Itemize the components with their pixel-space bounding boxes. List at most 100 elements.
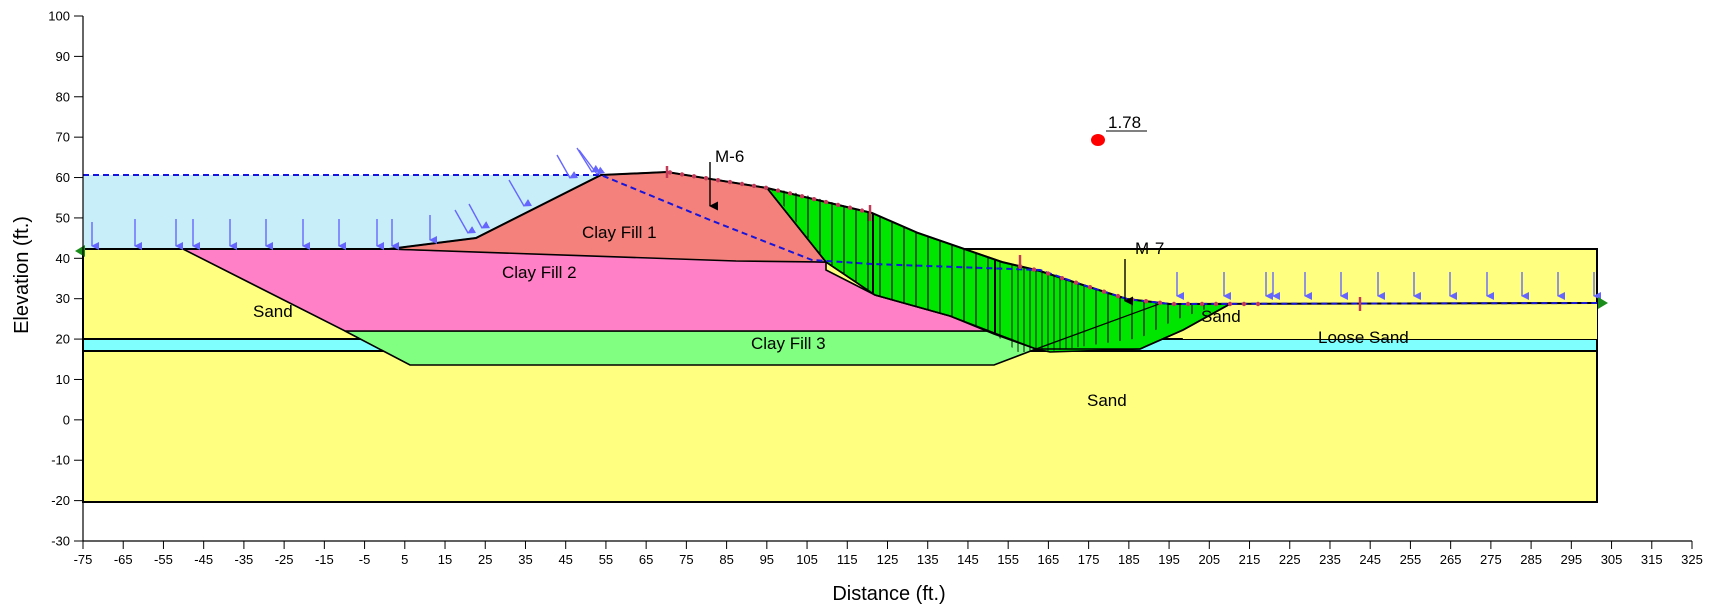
x-tick-label: -75 [74,552,93,567]
y-tick-label: -30 [51,534,70,549]
slip-surface-point [1227,301,1233,307]
x-tick-label: 5 [401,552,408,567]
y-tick-label: 10 [56,372,70,387]
x-tick-label: 325 [1681,552,1703,567]
label-clay-fill-1: Clay Fill 1 [582,223,657,242]
slip-surface-point [847,205,853,210]
boundary-marker-right [1598,297,1608,309]
slip-surface-point [727,179,733,185]
label-sand-base: Sand [1087,391,1127,410]
y-tick-label: 20 [56,332,70,347]
x-tick-label: 185 [1118,552,1140,567]
slip-surface-point [787,191,793,196]
y-tick-label: 50 [56,210,70,225]
x-tick-label: 145 [957,552,979,567]
factor-of-safety-label: 1.78 [1108,113,1141,132]
slip-surface-point [775,188,781,193]
x-tick-label: 45 [558,552,572,567]
y-tick-label: 90 [56,49,70,64]
slip-surface-point [823,199,829,205]
x-tick-label: 265 [1440,552,1462,567]
x-axis-title: Distance (ft.) [832,583,945,605]
slip-surface-point [1255,301,1261,307]
y-tick-label: -10 [51,453,70,468]
x-tick-label: 195 [1158,552,1180,567]
x-tick-label: 205 [1198,552,1220,567]
slip-surface-point [1199,301,1205,307]
y-tick-label: 60 [56,170,70,185]
label-clay-fill-2: Clay Fill 2 [502,263,577,282]
load-arrows [91,147,1601,300]
slip-surface-point [1087,285,1093,290]
load-arrow [556,154,579,179]
x-tick-label: 165 [1038,552,1060,567]
slip-surface-point [1045,271,1051,276]
y-tick-label: -20 [51,493,70,508]
critical-center-point [1091,134,1105,146]
slip-surface-point [703,176,709,181]
x-tick-label: 155 [997,552,1019,567]
x-tick-label: 255 [1400,552,1422,567]
y-tick-label: 100 [48,9,70,24]
load-arrow [454,209,477,234]
slip-surface-point [739,181,745,187]
y-tick-label: 70 [56,130,70,145]
slip-surface-point [679,172,685,177]
slip-surface-point [667,170,673,175]
slip-surface-point [1059,275,1065,281]
x-tick-label: 305 [1601,552,1623,567]
slip-surface-point [799,194,805,199]
slip-points [665,166,1362,311]
x-tick-label: 285 [1520,552,1542,567]
x-tick-label: 215 [1239,552,1261,567]
slip-surface-point [763,185,769,191]
m7-label: M-7 [1135,239,1164,258]
x-tick-label: 225 [1279,552,1301,567]
slip-surface-point [751,183,757,189]
x-tick-label: 95 [760,552,774,567]
x-tick-label: 245 [1359,552,1381,567]
x-tick-label: -15 [315,552,334,567]
slip-surface-point [715,177,721,183]
x-tick-label: 65 [639,552,653,567]
slip-surface-point [811,196,817,202]
load-arrow [508,179,533,207]
slip-surface-point [1129,297,1135,302]
x-tick-label: 125 [877,552,899,567]
x-tick-label: -45 [194,552,213,567]
x-tick-label: 315 [1641,552,1663,567]
x-tick-label: 85 [719,552,733,567]
slip-surface-point [835,202,841,208]
slip-surface-point [1115,293,1121,299]
load-arrow [576,147,601,173]
x-tick-label: -25 [275,552,294,567]
load-arrow [578,149,605,175]
x-tick-label: 135 [917,552,939,567]
slip-surface-point [859,208,865,213]
y-tick-label: 30 [56,291,70,306]
x-tick-label: 275 [1480,552,1502,567]
slip-surface-point [1185,301,1191,307]
soil-regions [82,170,1598,503]
x-tick-label: 55 [599,552,613,567]
slip-surface-point [1073,280,1079,285]
label-loose-sand: Loose Sand [1318,328,1409,347]
slip-surface-line [766,187,1231,350]
label-sand-left: Sand [253,302,293,321]
x-tick-label: 175 [1078,552,1100,567]
y-tick-label: 40 [56,251,70,266]
x-tick-label: 75 [679,552,693,567]
y-tick-label: 80 [56,89,70,104]
x-tick-label: -65 [114,552,133,567]
m6-label: M-6 [715,147,744,166]
x-tick-label: 115 [837,552,858,567]
y-axis-title: Elevation (ft.) [11,216,33,334]
slip-surface-point [1157,300,1163,306]
slip-surface-point [1143,299,1149,304]
x-tick-label: 15 [438,552,452,567]
x-ticks: -75 -65 -55 -45 -35 -25 -15 -5 5 15 25 35 45 55 65 75 85… [74,541,1703,567]
